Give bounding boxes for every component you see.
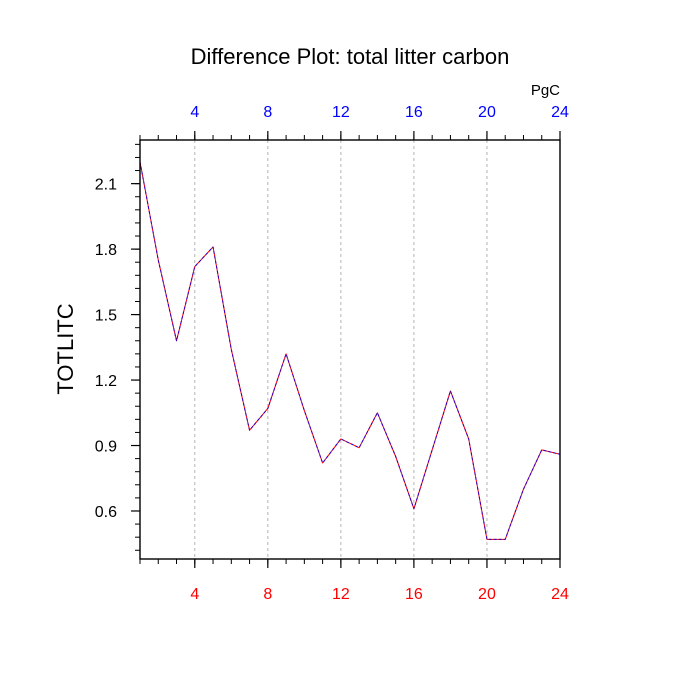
series-layer xyxy=(139,161,561,540)
plot-frame xyxy=(139,139,561,560)
y-tick-label: 1.8 xyxy=(95,242,117,259)
units-label: PgC xyxy=(531,82,560,99)
top-x-tick-label: 24 xyxy=(551,104,569,121)
y-tick-label: 0.9 xyxy=(95,439,117,456)
bottom-x-tick-labels: 4 8 12 16 20 24 xyxy=(190,586,569,603)
bottom-x-tick-label: 16 xyxy=(405,586,423,603)
bottom-x-tick-label: 20 xyxy=(478,586,496,603)
bottom-x-tick-label: 4 xyxy=(190,586,199,603)
top-x-tick-label: 20 xyxy=(478,104,496,121)
bottom-x-tick-label: 8 xyxy=(263,586,272,603)
top-x-tick-label: 16 xyxy=(405,104,423,121)
bottom-x-tick-label: 24 xyxy=(551,586,569,603)
axis-ticks xyxy=(131,131,561,568)
series-line-base xyxy=(139,161,561,540)
y-tick-label: 2.1 xyxy=(95,177,117,194)
y-tick-label: 0.6 xyxy=(95,504,117,521)
bottom-x-tick-label: 12 xyxy=(332,586,350,603)
top-x-tick-label: 12 xyxy=(332,104,350,121)
grid-lines xyxy=(194,140,488,559)
y-tick-labels: 0.6 0.9 1.2 1.5 1.8 2.1 xyxy=(95,177,117,521)
y-tick-label: 1.2 xyxy=(95,373,117,390)
chart-title: Difference Plot: total litter carbon xyxy=(191,44,510,69)
top-x-tick-labels: 4 8 12 16 20 24 xyxy=(190,104,569,121)
y-axis-label: TOTLITC xyxy=(53,303,78,394)
series-line xyxy=(139,161,561,540)
y-tick-label: 1.5 xyxy=(95,308,117,325)
top-x-tick-label: 4 xyxy=(190,104,199,121)
top-x-tick-label: 8 xyxy=(263,104,272,121)
